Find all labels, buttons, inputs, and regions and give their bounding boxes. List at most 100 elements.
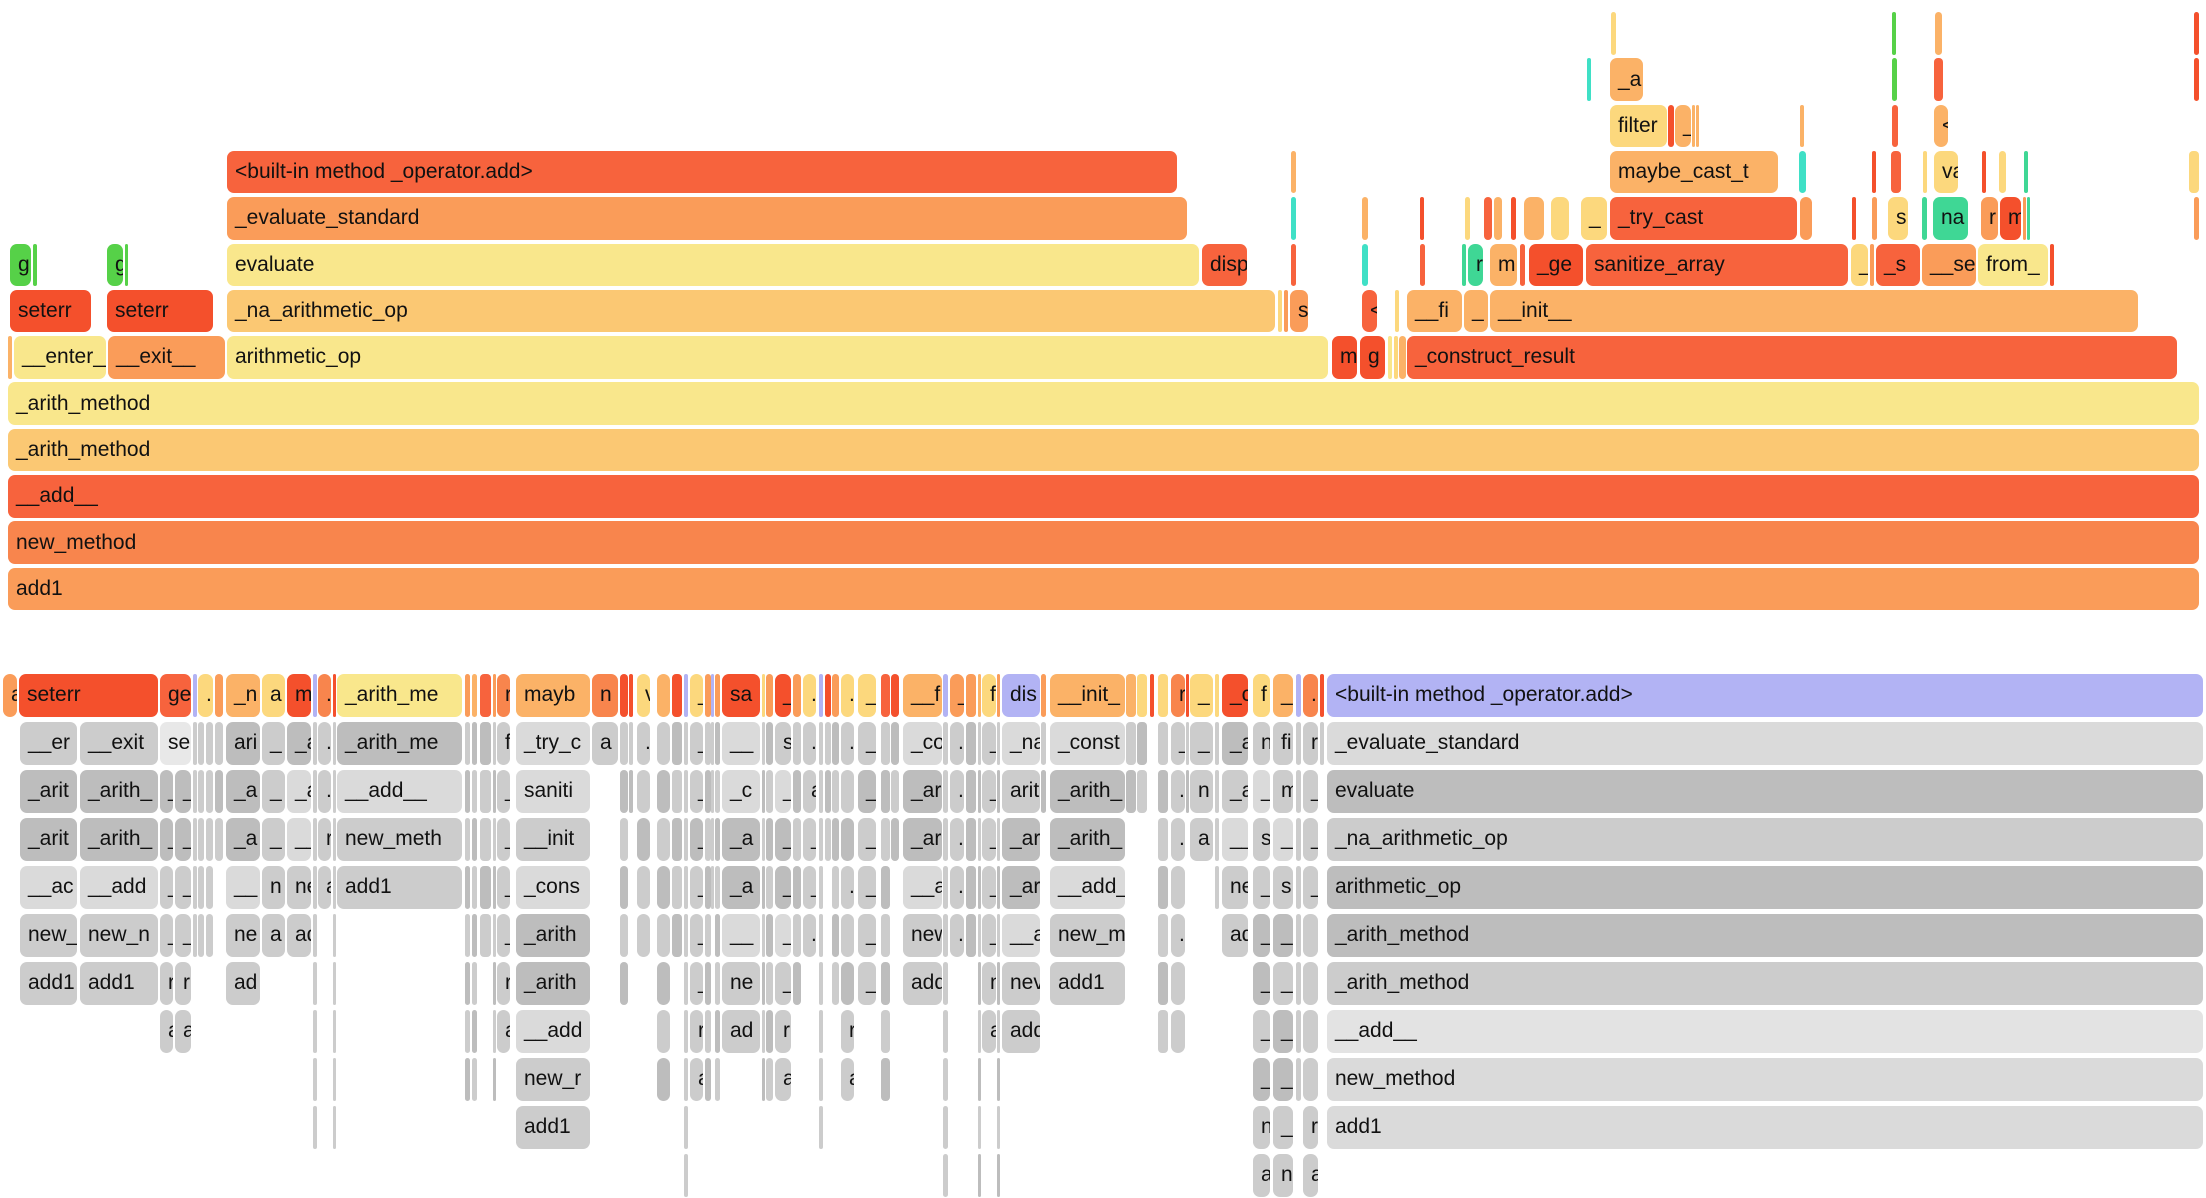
frame-sliver[interactable]	[657, 1058, 670, 1101]
frame-sliver[interactable]: _	[175, 818, 191, 861]
frame-add1[interactable]: add1	[8, 567, 2199, 611]
frame-new-r[interactable]: new_r	[516, 1058, 590, 1101]
frame-n[interactable]: n	[1190, 770, 1213, 813]
frame-sliver[interactable]	[1892, 104, 1898, 148]
frame-sliver[interactable]: _	[497, 770, 510, 813]
frame-a[interactable]: a	[1253, 1154, 1270, 1197]
frame-na-arithmetic-op[interactable]: _na_arithmetic_op	[1327, 818, 2203, 861]
frame-sliver[interactable]	[1800, 104, 1804, 148]
frame-exit[interactable]: __exit	[80, 722, 158, 765]
frame-r[interactable]: r	[175, 962, 191, 1005]
frame-sliver[interactable]	[193, 818, 197, 861]
frame-sliver[interactable]	[943, 866, 948, 909]
frame-sliver[interactable]: __	[1222, 818, 1248, 861]
frame-sliver[interactable]	[215, 674, 223, 717]
frame-sliver[interactable]	[1296, 962, 1301, 1005]
frame-a[interactable]: a	[775, 1058, 791, 1101]
frame-sliver[interactable]: _	[175, 770, 191, 813]
frame-sliver[interactable]	[705, 962, 711, 1005]
frame-sliver[interactable]	[1696, 104, 1699, 148]
frame-sliver[interactable]	[480, 914, 491, 957]
frame-add1[interactable]: add1	[20, 962, 77, 1005]
frame-sliver[interactable]	[1692, 104, 1695, 148]
frame-sliver[interactable]	[684, 962, 688, 1005]
frame-sliver[interactable]	[766, 674, 773, 717]
frame-sliver[interactable]	[715, 1010, 720, 1053]
frame-a[interactable]: _a	[1222, 722, 1248, 765]
frame-sliver[interactable]	[1215, 866, 1219, 909]
frame-sliver[interactable]	[997, 722, 1000, 765]
frame-sliver[interactable]	[313, 770, 317, 813]
frame-sliver[interactable]: .	[803, 722, 816, 765]
frame-evaluate-standard[interactable]: _evaluate_standard	[1327, 722, 2203, 765]
frame-sliver[interactable]	[629, 674, 633, 717]
frame-fi[interactable]: fi	[1273, 722, 1293, 765]
frame-sliver[interactable]	[620, 770, 628, 813]
frame-sliver[interactable]	[943, 1154, 948, 1197]
frame-sliver[interactable]	[1278, 289, 1282, 333]
frame-sliver[interactable]: _	[175, 866, 191, 909]
frame-sliver[interactable]: _	[690, 962, 703, 1005]
frame-add[interactable]: __add__	[1327, 1010, 2203, 1053]
frame-co[interactable]: _co	[903, 722, 942, 765]
frame-sliver[interactable]: _	[497, 866, 510, 909]
frame-sliver[interactable]	[620, 866, 628, 909]
frame-sliver[interactable]: _	[160, 866, 173, 909]
frame-sliver[interactable]: .	[637, 722, 650, 765]
frame-r[interactable]: r	[497, 674, 510, 717]
frame-sliver[interactable]	[620, 674, 628, 717]
frame-sliver[interactable]	[966, 770, 976, 813]
frame-sliver[interactable]	[480, 866, 491, 909]
frame-seterr[interactable]: seterr	[19, 674, 158, 717]
frame-sliver[interactable]	[1291, 243, 1296, 286]
frame-sliver[interactable]	[997, 962, 1000, 1005]
frame-n[interactable]: n	[1253, 1106, 1270, 1149]
frame-sliver[interactable]	[966, 866, 976, 909]
frame-sliver[interactable]	[819, 818, 823, 861]
frame-sliver[interactable]: .	[841, 674, 854, 717]
frame-n[interactable]: n	[1253, 722, 1270, 765]
frame-sliver[interactable]	[943, 722, 948, 765]
frame-sliver[interactable]	[832, 866, 839, 909]
frame-sliver[interactable]	[193, 866, 197, 909]
frame-sliver[interactable]	[997, 818, 1000, 861]
frame-sliver[interactable]	[1171, 1010, 1185, 1053]
frame-sliver[interactable]	[1611, 12, 1616, 55]
frame-sliver[interactable]	[881, 1010, 890, 1053]
frame-sliver[interactable]: .	[318, 674, 331, 717]
frame-sliver[interactable]	[472, 818, 477, 861]
frame-evaluate[interactable]: evaluate	[1327, 770, 2203, 813]
frame-sliver[interactable]	[715, 914, 720, 957]
frame-sliver[interactable]	[1126, 722, 1136, 765]
frame-sliver[interactable]	[1399, 336, 1406, 379]
frame-sliver[interactable]	[1362, 243, 1368, 286]
frame-sliver[interactable]	[1935, 12, 1942, 55]
frame-sliver[interactable]	[684, 1154, 688, 1197]
frame-sliver[interactable]	[1420, 197, 1424, 240]
frame-sliver[interactable]: .	[950, 770, 964, 813]
frame-new-n[interactable]: new_n	[80, 914, 158, 957]
frame-sliver[interactable]	[1388, 336, 1392, 379]
frame-sliver[interactable]	[1303, 1058, 1318, 1101]
frame-sliver[interactable]	[819, 962, 823, 1005]
frame-sliver[interactable]	[465, 818, 470, 861]
frame-r[interactable]: r	[1303, 722, 1318, 765]
frame-sliver[interactable]	[480, 770, 491, 813]
frame-sliver[interactable]	[881, 818, 890, 861]
frame-sliver[interactable]	[684, 722, 688, 765]
frame-sliver[interactable]	[198, 770, 204, 813]
frame-sliver[interactable]	[762, 1010, 765, 1053]
frame-sliver[interactable]: .	[1303, 674, 1318, 717]
frame-sliver[interactable]	[193, 722, 197, 765]
frame-ari[interactable]: ari	[226, 722, 260, 765]
frame-sliver[interactable]: .	[841, 722, 854, 765]
frame-sliver[interactable]	[966, 722, 976, 765]
frame-sliver[interactable]: _	[858, 722, 876, 765]
frame-ad[interactable]: ad	[1222, 914, 1248, 957]
frame-arith-method[interactable]: _arith_method	[1327, 914, 2203, 957]
frame-c[interactable]: _c	[1222, 674, 1248, 717]
frame-sliver[interactable]: .	[841, 866, 854, 909]
frame-sliver[interactable]: _	[690, 722, 703, 765]
frame-sliver[interactable]	[943, 818, 948, 861]
frame-sliver[interactable]	[465, 722, 470, 765]
